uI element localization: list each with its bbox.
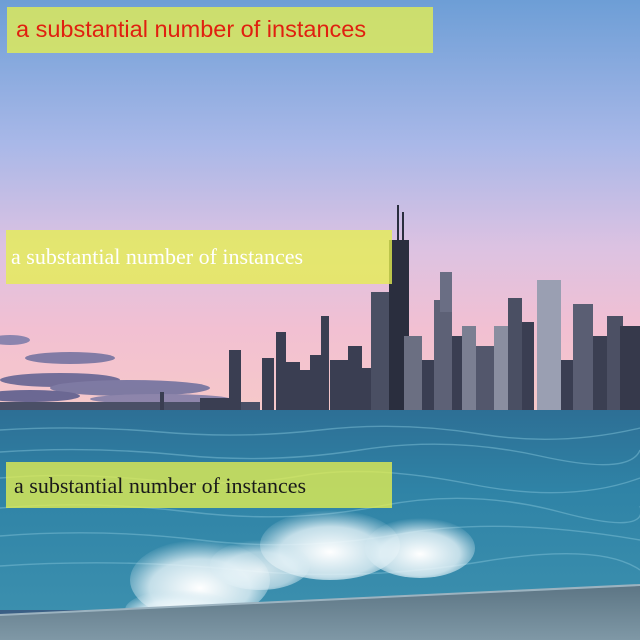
caption-bottom: a substantial number of instances xyxy=(6,462,392,508)
promenade xyxy=(0,585,640,640)
caption-middle-text: a substantial number of instances xyxy=(11,244,304,269)
caption-top: a substantial number of instances xyxy=(7,7,433,53)
city-skyline xyxy=(160,205,640,412)
caption-middle: a substantial number of instances xyxy=(6,230,392,284)
caption-top-text: a substantial number of instances xyxy=(16,16,367,42)
caption-bottom-text: a substantial number of instances xyxy=(14,473,307,498)
lake-water xyxy=(0,410,640,610)
